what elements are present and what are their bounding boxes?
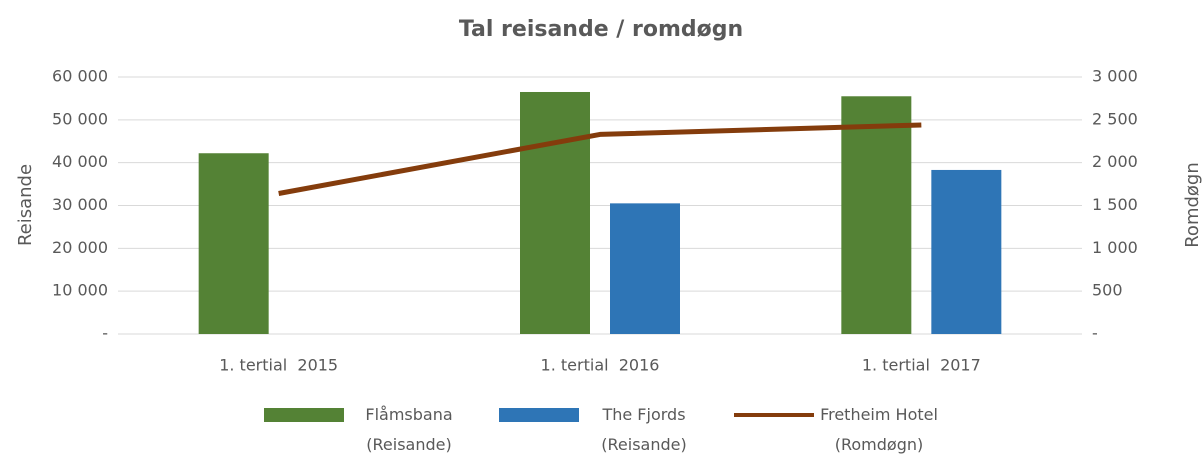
y2-tick-label: 2 500 — [1092, 109, 1138, 128]
y-axis-title: Reisande — [15, 164, 36, 246]
y-tick-label: 20 000 — [52, 238, 108, 257]
legend-swatch — [499, 408, 579, 422]
y2-tick-label: 1 500 — [1092, 195, 1138, 214]
y2-tick-label: - — [1092, 324, 1098, 343]
legend-swatch — [734, 413, 814, 417]
y2-tick-label: 1 000 — [1092, 238, 1138, 257]
legend-label: The Fjords (Reisande) — [601, 405, 687, 454]
legend-label: Fretheim Hotel (Romdøgn) — [820, 405, 938, 454]
legend-label: Flåmsbana (Reisande) — [365, 405, 453, 454]
x-tick-label: 1. tertial 2016 — [541, 356, 660, 375]
bar — [841, 96, 912, 335]
legend: Flåmsbana (Reisande) The Fjords (Reisande… — [0, 400, 1203, 459]
y2-axis-title: Romdøgn — [1182, 162, 1203, 248]
chart-title: Tal reisande / romdøgn — [459, 17, 743, 42]
y-tick-label: - — [102, 324, 108, 343]
y-tick-label: 50 000 — [52, 109, 108, 128]
bar — [610, 203, 680, 334]
x-tick-label: 1. tertial 2015 — [219, 356, 338, 375]
bar — [520, 91, 590, 334]
legend-swatch — [264, 408, 344, 422]
y-tick-label: 40 000 — [52, 152, 108, 171]
legend-item: The Fjords (Reisande) — [499, 400, 704, 459]
y2-tick-label: 500 — [1092, 281, 1123, 300]
y-tick-label: 30 000 — [52, 195, 108, 214]
y-tick-label: 10 000 — [52, 281, 108, 300]
bar — [198, 153, 269, 334]
y2-tick-label: 2 000 — [1092, 152, 1138, 171]
line — [278, 122, 922, 196]
legend-item: Fretheim Hotel (Romdøgn) — [734, 400, 939, 459]
y2-tick-label: 3 000 — [1092, 67, 1138, 86]
legend-item: Flåmsbana (Reisande) — [264, 400, 469, 459]
x-tick-label: 1. tertial 2017 — [862, 356, 981, 375]
y-tick-label: 60 000 — [52, 67, 108, 86]
bar — [931, 169, 1002, 334]
